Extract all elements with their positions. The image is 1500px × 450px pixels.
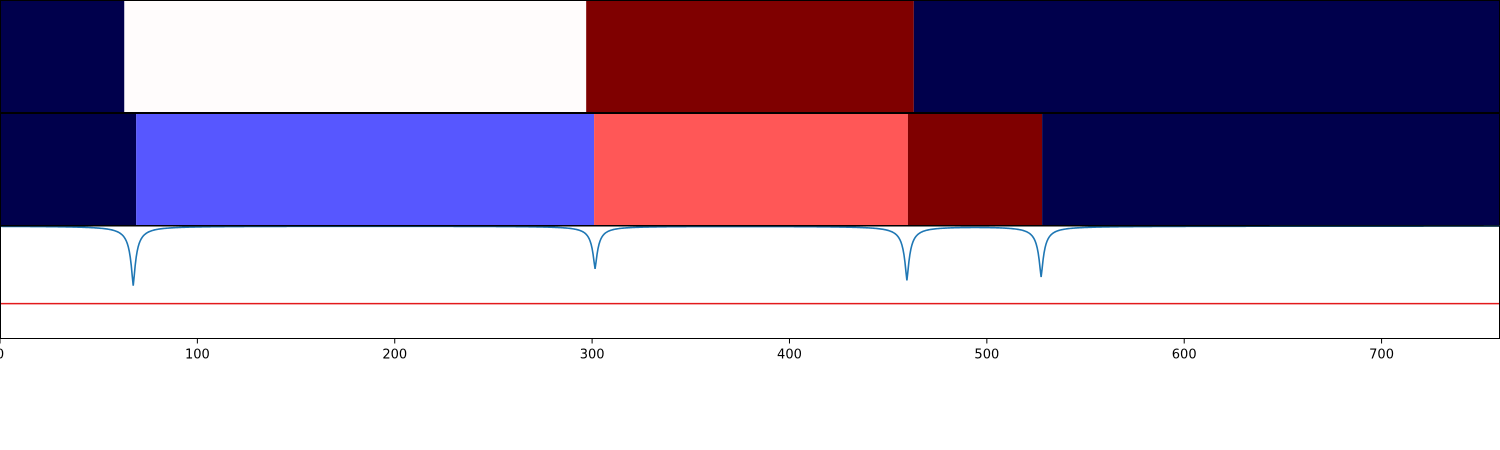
strip-2-segment-2: [136, 113, 595, 226]
strip-2-segment-4: [907, 113, 1043, 226]
x-tick-label-500: 500: [974, 348, 999, 363]
strip-2-segment-1: [0, 113, 137, 226]
strip-2-segment-3: [594, 113, 908, 226]
strip-1-segment-4: [913, 0, 1500, 113]
x-tick-label-400: 400: [777, 348, 802, 363]
boundary-panel-frame: [0, 225, 1500, 339]
boundary-curve-line: [0, 225, 1500, 286]
strip-2-segment-5: [1042, 113, 1500, 226]
strips-layer: [0, 0, 1500, 226]
x-tick-label-0: 0: [0, 348, 4, 363]
boundary-panel: [0, 225, 1500, 339]
x-tick-label-700: 700: [1369, 348, 1394, 363]
x-tick-label-100: 100: [185, 348, 210, 363]
x-tick-label-200: 200: [382, 348, 407, 363]
strip-1: [0, 0, 1500, 113]
x-tick-label-300: 300: [580, 348, 605, 363]
x-axis: 0 100 200 300 400 500 600 700: [0, 338, 1394, 363]
strip-1-segment-3: [586, 0, 914, 113]
strip-1-segment-2: [124, 0, 587, 113]
strip-1-segment-1: [0, 0, 125, 113]
strip-2: [0, 113, 1500, 226]
x-tick-label-600: 600: [1172, 348, 1197, 363]
